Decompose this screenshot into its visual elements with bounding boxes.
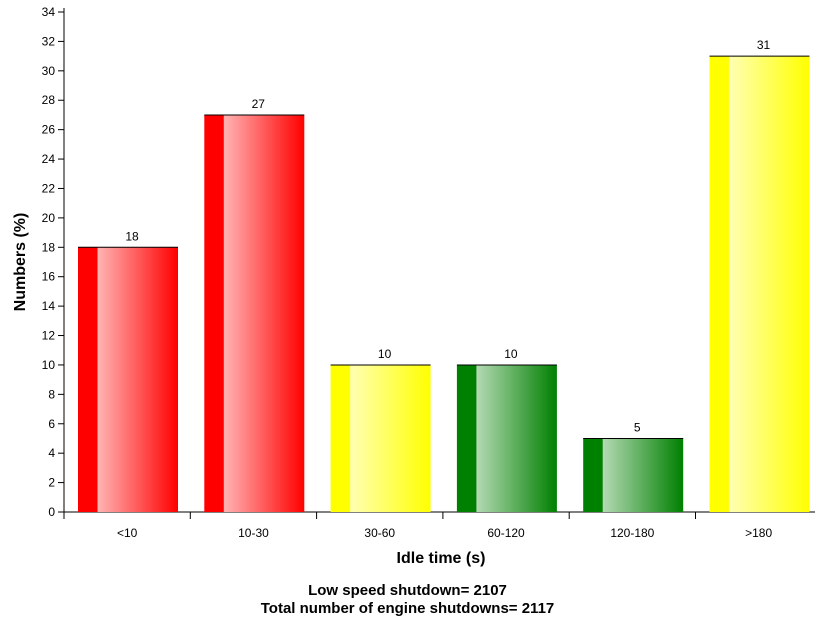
- y-tick-label: 14: [42, 299, 56, 313]
- y-tick-label: 6: [48, 417, 55, 431]
- y-tick-label: 8: [48, 387, 55, 401]
- low-speed-shutdown-note: Low speed shutdown= 2107: [308, 582, 507, 599]
- bars: [78, 55, 810, 513]
- y-tick-label: 34: [42, 5, 56, 19]
- total-shutdowns-note: Total number of engine shutdowns= 2117: [260, 600, 555, 617]
- y-tick-label: 4: [48, 446, 55, 460]
- y-tick-label: 30: [42, 64, 56, 78]
- bar: [78, 247, 178, 512]
- x-tick-label: 60-120: [487, 526, 525, 540]
- bar: [709, 56, 810, 512]
- y-tick-label: 20: [42, 211, 56, 225]
- x-tick-label: <10: [117, 526, 138, 540]
- bar: [330, 364, 431, 512]
- y-tick-label: 32: [42, 34, 56, 48]
- y-tick-label: 10: [42, 358, 56, 372]
- x-tick-label: 30-60: [364, 526, 395, 540]
- x-tick-label: 120-180: [610, 526, 654, 540]
- bar-value-label: 31: [757, 38, 771, 52]
- bar-value-label: 10: [504, 347, 518, 361]
- bar-value-label: 5: [634, 420, 641, 434]
- y-tick-label: 18: [42, 240, 56, 254]
- data-labels: 18 27 10 10 5 31: [125, 38, 770, 434]
- bar-value-label: 27: [252, 97, 266, 111]
- y-tick-label: 12: [42, 329, 56, 343]
- x-axis: <10 10-30 30-60 60-120 120-180 >180: [63, 511, 815, 540]
- bar: [456, 364, 557, 512]
- y-tick-label: 28: [42, 93, 56, 107]
- y-tick-label: 22: [42, 181, 56, 195]
- bar-value-label: 10: [378, 347, 392, 361]
- bar: [204, 114, 305, 513]
- y-tick-label: 24: [42, 152, 56, 166]
- y-tick-label: 0: [48, 505, 55, 519]
- x-tick-label: 10-30: [238, 526, 269, 540]
- x-axis-title: Idle time (s): [397, 550, 486, 567]
- bar-value-label: 18: [125, 229, 139, 243]
- x-tick-label: >180: [745, 526, 772, 540]
- y-tick-label: 16: [42, 270, 56, 284]
- bar: [583, 438, 684, 512]
- y-tick-label: 26: [42, 123, 56, 137]
- y-tick-label: 2: [48, 476, 55, 490]
- y-axis-title: Numbers (%): [12, 213, 29, 312]
